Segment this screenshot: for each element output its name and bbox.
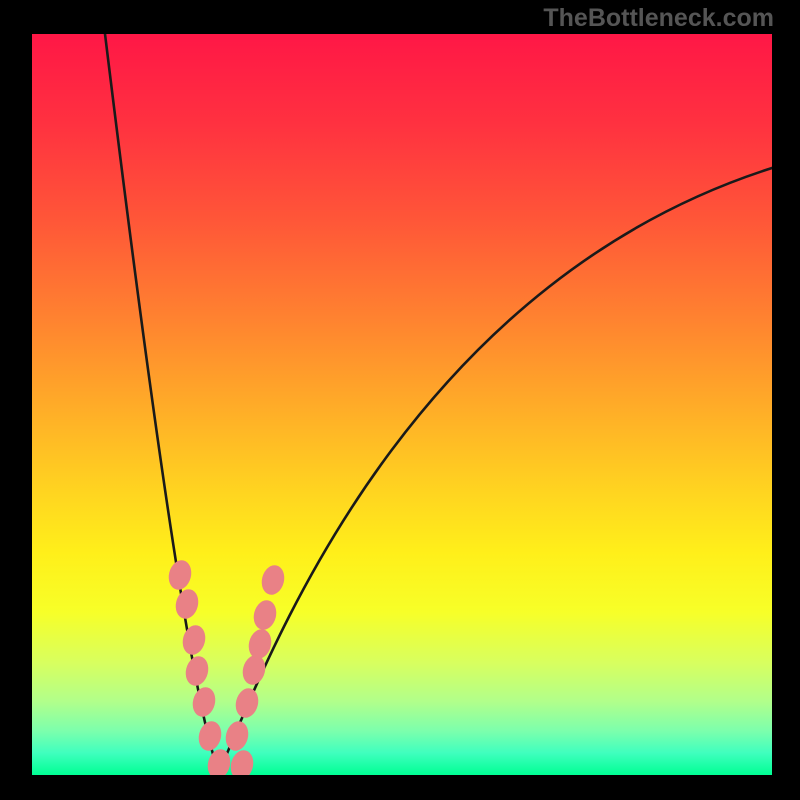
plot-background — [32, 34, 772, 775]
watermark-text: TheBottleneck.com — [543, 4, 774, 33]
chart-container: TheBottleneck.com — [0, 0, 800, 800]
gradient-plot — [32, 34, 772, 775]
